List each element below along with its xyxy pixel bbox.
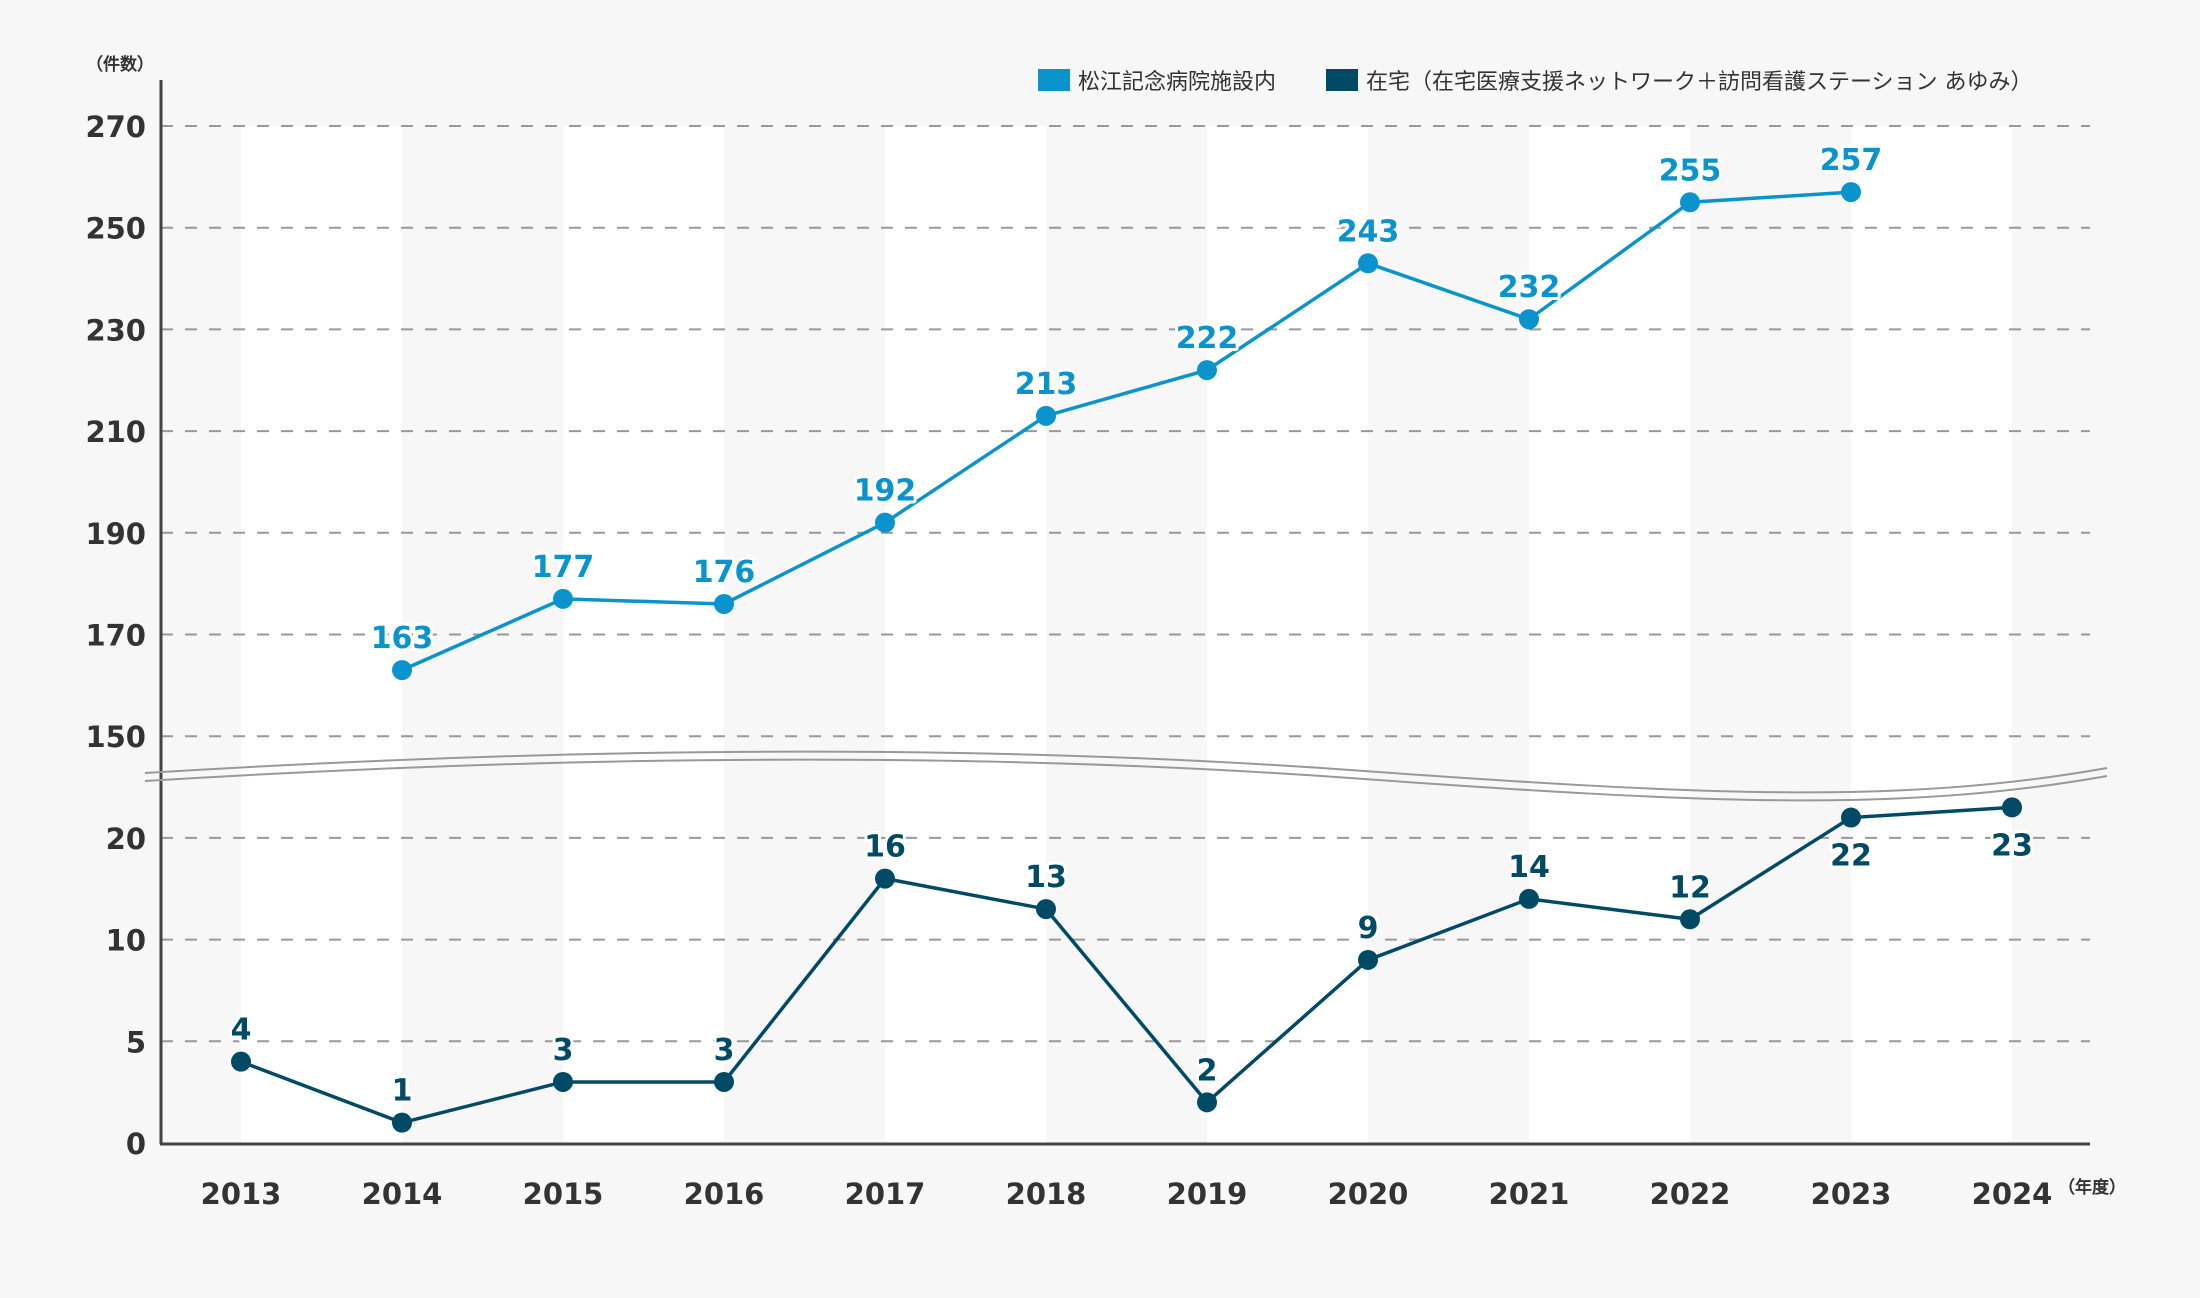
legend-label-facility: 松江記念病院施設内 [1078, 70, 1276, 95]
data-label: 257 [1820, 143, 1883, 178]
legend-swatch-facility [1038, 69, 1070, 91]
data-label: 255 [1659, 153, 1722, 188]
data-point [553, 1071, 573, 1092]
data-label: 9 [1358, 911, 1379, 946]
legend-swatch-home [1326, 69, 1358, 91]
data-point [714, 593, 734, 614]
y-unit-label: （件数） [86, 54, 154, 75]
data-label: 213 [1015, 367, 1078, 402]
y-tick-label: 5 [126, 1025, 146, 1059]
data-point [875, 512, 895, 533]
data-point [231, 1051, 251, 1072]
y-tick-labels: 270 250 230 210 190 170 150 20 10 5 0 [85, 110, 146, 1161]
data-label: 222 [1176, 321, 1239, 356]
x-tick-label: 2013 [201, 1177, 282, 1211]
data-label: 163 [371, 621, 434, 656]
x-tick-labels: 2013 2014 2015 2016 2017 2018 2019 2020 2021 2022… [201, 1177, 2053, 1211]
data-label: 3 [714, 1033, 735, 1068]
series-line [240, 805, 2013, 1125]
x-tick-label: 2020 [1328, 1177, 1409, 1211]
data-point [1680, 909, 1700, 930]
y-tick-label: 270 [85, 110, 146, 144]
data-label: 4 [231, 1013, 252, 1048]
data-label: 1 [392, 1074, 413, 1109]
data-point [1036, 405, 1056, 426]
data-label: 177 [532, 550, 595, 585]
y-tick-label: 20 [106, 822, 146, 856]
data-point [392, 1112, 412, 1133]
x-tick-label: 2022 [1650, 1177, 1731, 1211]
data-point [1519, 309, 1539, 330]
data-label: 23 [1991, 828, 2033, 863]
data-point [714, 1071, 734, 1092]
y-tick-label: 0 [126, 1127, 146, 1161]
data-point [2002, 797, 2022, 818]
data-label: 22 [1830, 839, 1872, 874]
data-point [1036, 899, 1056, 920]
data-point [553, 588, 573, 609]
data-label: 14 [1508, 850, 1550, 885]
data-label: 3 [553, 1033, 574, 1068]
data-point [1197, 360, 1217, 381]
x-tick-label: 2015 [523, 1177, 604, 1211]
data-point [1358, 253, 1378, 274]
legend: 松江記念病院施設内 在宅（在宅医療支援ネットワーク＋訪問看護ステーション あゆみ… [1038, 69, 2033, 95]
data-point [1680, 192, 1700, 213]
data-label: 243 [1337, 214, 1400, 249]
y-tick-label: 10 [106, 924, 146, 958]
y-tick-label: 210 [85, 415, 146, 449]
axis-break [144, 750, 2108, 802]
data-point [875, 868, 895, 889]
y-tick-label: 150 [85, 720, 146, 754]
y-tick-label: 250 [85, 212, 146, 246]
y-tick-label: 170 [85, 619, 146, 653]
x-tick-label: 2021 [1489, 1177, 1570, 1211]
series-0: 163 177 176 192 213 222 243 232 255 257 [368, 140, 1885, 681]
x-tick-label: 2016 [684, 1177, 765, 1211]
data-label: 192 [854, 474, 917, 509]
x-unit-label: （年度） [2058, 1177, 2126, 1198]
data-point [1358, 949, 1378, 970]
data-point [392, 660, 412, 681]
x-tick-label: 2014 [362, 1177, 443, 1211]
data-label: 12 [1669, 870, 1711, 905]
data-label: 232 [1498, 270, 1561, 305]
gridlines [161, 125, 2090, 1043]
x-tick-label: 2024 [1972, 1177, 2053, 1211]
data-point [1841, 807, 1861, 828]
x-tick-label: 2019 [1167, 1177, 1248, 1211]
data-point [1519, 888, 1539, 909]
data-label: 13 [1025, 860, 1067, 895]
data-point [1197, 1092, 1217, 1113]
legend-label-home: 在宅（在宅医療支援ネットワーク＋訪問看護ステーション あゆみ） [1366, 70, 2033, 95]
data-label: 2 [1197, 1053, 1218, 1088]
y-tick-label: 190 [85, 517, 146, 551]
x-tick-label: 2017 [845, 1177, 926, 1211]
data-point [1841, 182, 1861, 203]
data-label: 176 [693, 555, 756, 590]
series-line [401, 190, 1852, 672]
data-label: 16 [864, 830, 906, 865]
x-tick-label: 2018 [1006, 1177, 1087, 1211]
y-tick-label: 230 [85, 313, 146, 347]
x-tick-label: 2023 [1811, 1177, 1892, 1211]
